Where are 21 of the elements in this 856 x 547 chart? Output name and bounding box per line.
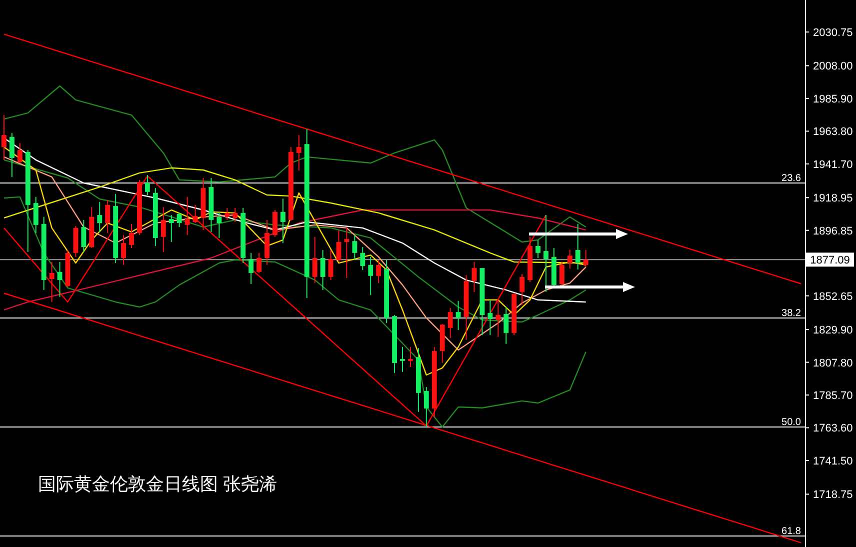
y-tick-label: 2008.00: [813, 60, 853, 73]
y-tick-label: 1807.80: [813, 357, 853, 370]
y-tick-label: 1763.60: [813, 422, 853, 435]
ref-line-label: 1877.09: [810, 254, 850, 267]
annotation: 61.8: [782, 526, 801, 538]
y-tick-label: 1963.80: [813, 126, 853, 138]
title: 国际黄金伦敦金日线图 张尧浠: [38, 474, 278, 494]
annotation: 23.6: [782, 173, 801, 184]
annotation: 38.2: [782, 308, 801, 319]
annotation: 50.0: [782, 417, 801, 428]
y-tick-label: 1985.90: [813, 93, 853, 106]
y-tick-label: 1718.75: [813, 489, 853, 502]
y-tick-label: 2030.75: [813, 27, 853, 39]
y-tick-label: 1785.70: [813, 390, 853, 402]
price-label: 1877.09: [806, 252, 854, 267]
y-tick-label: 1918.95: [813, 192, 853, 205]
y-tick-label: 1852.65: [813, 290, 853, 303]
y-tick-label: 1896.85: [813, 225, 853, 238]
y-tick-label: 1829.90: [813, 324, 853, 337]
y-tick-label: 1941.70: [813, 158, 853, 171]
y-tick-label: 1741.50: [813, 455, 853, 468]
